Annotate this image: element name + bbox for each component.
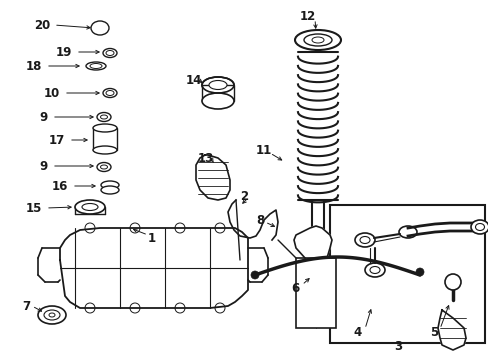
Text: 4: 4 [353, 325, 362, 338]
Polygon shape [60, 228, 247, 308]
Polygon shape [196, 155, 229, 200]
Bar [329, 205, 484, 343]
Text: 11: 11 [255, 144, 271, 157]
Text: 9: 9 [40, 111, 48, 123]
Text: 13: 13 [198, 152, 214, 165]
Ellipse shape [103, 89, 117, 98]
Ellipse shape [82, 203, 98, 211]
Ellipse shape [93, 146, 117, 154]
Text: 16: 16 [52, 180, 68, 193]
Polygon shape [293, 226, 331, 258]
Text: 14: 14 [185, 73, 202, 86]
Ellipse shape [86, 62, 106, 70]
Text: 20: 20 [34, 18, 50, 32]
Ellipse shape [44, 310, 60, 320]
Text: 8: 8 [255, 213, 264, 226]
Ellipse shape [101, 115, 107, 119]
Bar [295, 258, 335, 328]
Polygon shape [227, 200, 278, 240]
Ellipse shape [49, 313, 55, 317]
Ellipse shape [359, 237, 369, 243]
Ellipse shape [304, 34, 331, 46]
Text: 7: 7 [22, 300, 30, 312]
Text: 18: 18 [25, 59, 42, 72]
Circle shape [250, 271, 259, 279]
Text: 2: 2 [240, 189, 247, 202]
Ellipse shape [101, 186, 119, 194]
Ellipse shape [103, 49, 117, 58]
Circle shape [444, 274, 460, 290]
Ellipse shape [101, 181, 119, 189]
Bar [93, 128, 117, 150]
Ellipse shape [91, 21, 109, 35]
Ellipse shape [202, 93, 234, 109]
Text: 10: 10 [43, 86, 60, 99]
Ellipse shape [470, 220, 488, 234]
Text: 15: 15 [25, 202, 42, 215]
Ellipse shape [106, 50, 114, 55]
Ellipse shape [369, 266, 379, 274]
Text: 6: 6 [290, 282, 299, 294]
Ellipse shape [474, 224, 484, 230]
Ellipse shape [90, 63, 102, 68]
Text: 3: 3 [393, 341, 401, 354]
Ellipse shape [294, 30, 340, 50]
Ellipse shape [208, 81, 226, 90]
Ellipse shape [97, 162, 111, 171]
Ellipse shape [93, 124, 117, 132]
Text: 17: 17 [49, 134, 65, 147]
Text: 5: 5 [429, 325, 437, 338]
Ellipse shape [106, 90, 114, 95]
Ellipse shape [97, 113, 111, 122]
Ellipse shape [75, 200, 105, 214]
Polygon shape [437, 310, 465, 350]
Text: 1: 1 [148, 231, 156, 244]
Text: 19: 19 [56, 45, 72, 59]
Ellipse shape [364, 263, 384, 277]
Bar [202, 85, 234, 101]
Ellipse shape [354, 233, 374, 247]
Ellipse shape [101, 165, 107, 169]
Circle shape [415, 268, 423, 276]
Ellipse shape [398, 226, 416, 238]
Text: 9: 9 [40, 159, 48, 172]
Ellipse shape [311, 37, 324, 43]
Ellipse shape [38, 306, 66, 324]
Ellipse shape [202, 77, 234, 93]
Text: 12: 12 [299, 9, 315, 23]
